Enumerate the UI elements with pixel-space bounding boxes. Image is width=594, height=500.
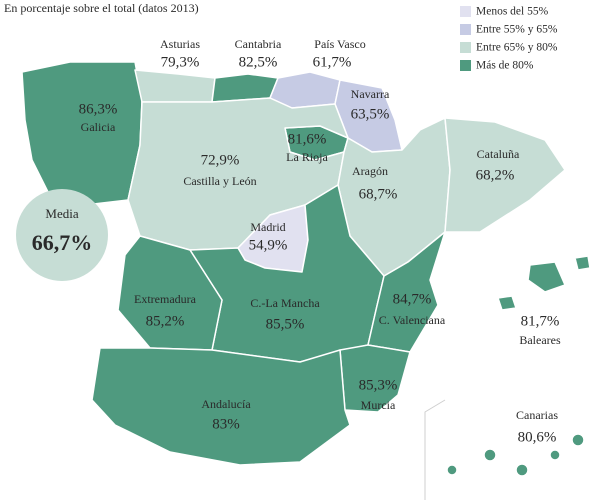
region-name: Asturias bbox=[160, 37, 200, 51]
region-value: 68,7% bbox=[359, 186, 398, 202]
region-value: 85,3% bbox=[359, 377, 398, 393]
region-value: 84,7% bbox=[393, 291, 432, 307]
region-name: Navarra bbox=[351, 87, 390, 101]
region-name: Cataluña bbox=[477, 147, 520, 161]
region-name: País Vasco bbox=[314, 37, 365, 51]
region-value: 83% bbox=[212, 416, 240, 432]
region-name: Canarias bbox=[516, 408, 558, 422]
region-value: 85,5% bbox=[266, 316, 305, 332]
region-name: Aragón bbox=[352, 164, 388, 178]
region-value: 81,7% bbox=[521, 313, 560, 329]
region-name: Baleares bbox=[519, 333, 561, 347]
region-name: La Rioja bbox=[286, 150, 328, 164]
media-label: Media bbox=[45, 206, 78, 221]
media-circle bbox=[16, 189, 108, 281]
baleares-area bbox=[497, 295, 517, 311]
region-value: 86,3% bbox=[79, 101, 118, 117]
region-name: Extremadura bbox=[134, 292, 197, 306]
region-value: 68,2% bbox=[476, 167, 515, 183]
subtitle: En porcentaje sobre el total (datos 2013… bbox=[4, 1, 199, 15]
canarias-area bbox=[571, 433, 585, 447]
region-value: 81,6% bbox=[288, 131, 327, 147]
andalucia-area bbox=[91, 347, 351, 466]
baleares-area bbox=[527, 261, 566, 293]
cataluna-area bbox=[444, 117, 566, 233]
region-value: 61,7% bbox=[313, 54, 352, 70]
baleares-area bbox=[574, 255, 591, 271]
region-value: 54,9% bbox=[249, 237, 288, 253]
region-name: C.-La Mancha bbox=[250, 296, 320, 310]
regions bbox=[21, 61, 591, 500]
legend-label: Entre 55% y 65% bbox=[476, 24, 558, 36]
canarias-area bbox=[549, 449, 561, 461]
region-name: Cantabria bbox=[235, 37, 282, 51]
region-value: 82,5% bbox=[239, 54, 278, 70]
region-value: 63,5% bbox=[351, 106, 390, 122]
region-name: C. Valenciana bbox=[379, 313, 446, 327]
legend-label: Entre 65% y 80% bbox=[476, 42, 558, 54]
canarias-frame bbox=[424, 399, 446, 500]
region-value: 80,6% bbox=[518, 429, 557, 445]
region-name: Madrid bbox=[250, 220, 285, 234]
asturias-area bbox=[134, 69, 216, 103]
region-value: 79,3% bbox=[161, 54, 200, 70]
legend-label: Más de 80% bbox=[476, 60, 534, 72]
media-value: 66,7% bbox=[32, 230, 93, 255]
legend-swatch bbox=[460, 60, 471, 71]
region-name: Castilla y León bbox=[183, 174, 256, 188]
extremadura-area bbox=[117, 235, 223, 351]
region-name: Galicia bbox=[81, 120, 116, 134]
canarias-area bbox=[446, 464, 458, 476]
region-name: Murcia bbox=[361, 398, 396, 412]
region-name: Andalucía bbox=[201, 397, 251, 411]
legend-label: Menos del 55% bbox=[476, 6, 549, 18]
region-value: 85,2% bbox=[146, 313, 185, 329]
legend-swatch bbox=[460, 24, 471, 35]
c-valenciana-area bbox=[367, 231, 446, 353]
region-value: 72,9% bbox=[201, 152, 240, 168]
legend-swatch bbox=[460, 42, 471, 53]
canarias-area bbox=[515, 463, 529, 477]
legend-swatch bbox=[460, 6, 471, 17]
canarias-area bbox=[483, 448, 497, 462]
